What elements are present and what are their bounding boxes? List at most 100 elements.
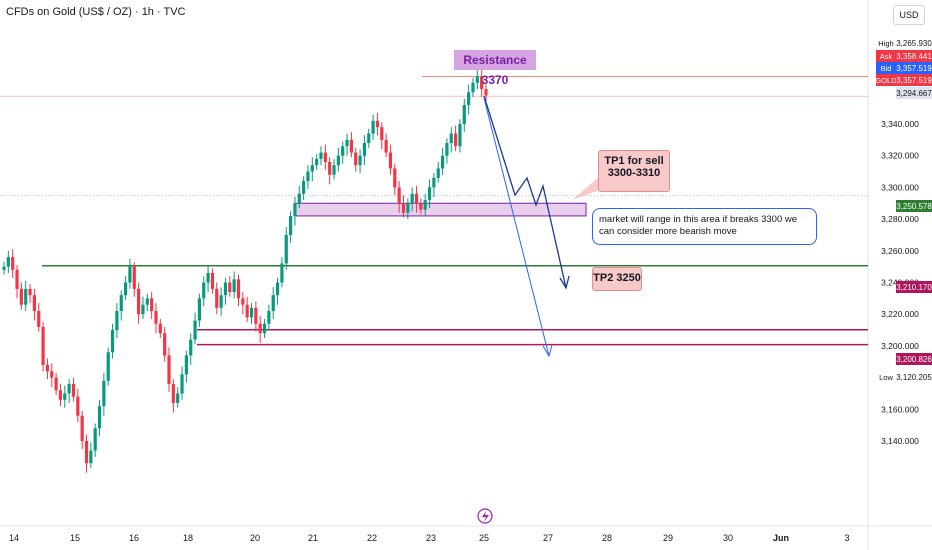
candle-body — [349, 139, 353, 153]
candle-body — [271, 295, 275, 312]
candle-body — [358, 155, 362, 166]
price-tag-label-bg — [876, 371, 896, 383]
candle-body — [128, 266, 132, 283]
candle-body — [380, 127, 384, 140]
x-tick-label: 23 — [426, 533, 436, 543]
candle-body — [310, 165, 314, 172]
candle-body — [410, 193, 414, 204]
price-tag-bg — [896, 37, 932, 49]
candle-body — [354, 152, 358, 166]
tp1-line-2: 3300-3310 — [607, 167, 661, 179]
y-tick-label: 3,220.000 — [881, 309, 919, 319]
candle-body — [6, 257, 10, 267]
candle-body — [475, 76, 479, 83]
candle-body — [371, 120, 375, 134]
resistance-label: Resistance 3370 — [454, 50, 536, 87]
candle-body — [37, 311, 41, 327]
price-tag-bg — [896, 62, 932, 74]
candle-body — [341, 146, 345, 156]
candle-body — [193, 320, 197, 340]
candle-body — [384, 139, 388, 153]
candle-body — [45, 364, 50, 372]
candle-body — [432, 177, 436, 188]
candle-body — [393, 168, 397, 188]
candle-body — [228, 282, 232, 293]
x-tick-label: 3 — [844, 533, 849, 543]
y-tick-label: 3,140.000 — [881, 436, 919, 446]
candle-body — [167, 355, 171, 384]
candle-body — [328, 162, 332, 175]
candle-body — [232, 279, 236, 293]
y-tick-label: 3,320.000 — [881, 151, 919, 161]
price-tag-label: High — [878, 39, 893, 48]
candle-body — [80, 415, 84, 441]
x-tick-label: 22 — [367, 533, 377, 543]
candle-body — [115, 311, 119, 331]
candle-body — [19, 288, 23, 305]
candle-body — [323, 152, 327, 163]
candle-body — [106, 352, 110, 381]
range-note: market will range in this area if breaks… — [592, 208, 817, 245]
price-tag-bg — [896, 87, 932, 99]
price-tag-bg — [896, 353, 932, 365]
candle-body — [141, 304, 145, 315]
x-tick-label: 29 — [663, 533, 673, 543]
candle-body — [102, 380, 106, 407]
price-tag-label-bg — [876, 50, 896, 62]
candle-body — [362, 143, 367, 156]
candle-body — [315, 158, 319, 166]
candle-body — [150, 298, 154, 312]
x-tick-label: 27 — [543, 533, 553, 543]
currency-button[interactable]: USD — [893, 5, 925, 25]
candle-body — [284, 234, 288, 264]
candle-body — [32, 295, 36, 312]
candle-body — [397, 187, 401, 204]
candle-body — [11, 257, 15, 270]
candle-body — [176, 393, 180, 403]
candle-body — [440, 155, 445, 169]
price-tag-value: 3,265.930 — [896, 39, 932, 48]
candle-body — [280, 263, 284, 283]
price-tag-label: GOLD — [875, 76, 897, 85]
candle-body — [123, 282, 128, 296]
x-tick-label: 18 — [183, 533, 193, 543]
candle-body — [423, 200, 427, 210]
candle-body — [137, 288, 141, 315]
candle-body — [54, 377, 58, 391]
candle-body — [375, 120, 380, 128]
candle-body — [249, 307, 254, 318]
candle-body — [449, 133, 453, 144]
price-tag-bg — [896, 281, 932, 293]
price-tag-value: 3,358.441 — [896, 52, 932, 61]
candle-body — [297, 193, 301, 204]
candle-body — [132, 266, 136, 289]
candle-body — [241, 298, 245, 305]
y-tick-label: 3,200.000 — [881, 341, 919, 351]
candle-body — [2, 266, 6, 270]
x-tick-label: 25 — [479, 533, 489, 543]
candle-body — [267, 311, 271, 324]
price-tag-value: 3,294.667 — [896, 89, 932, 98]
tp2-label: TP2 3250 — [592, 267, 642, 291]
candle-body — [306, 171, 310, 182]
y-tick-label: 3,280.000 — [881, 214, 919, 224]
candle-body — [50, 371, 54, 378]
candle-body — [467, 92, 471, 105]
price-tag-label: Bid — [881, 64, 892, 73]
candle-body — [180, 374, 184, 394]
candle-body — [302, 181, 306, 194]
candle-body — [15, 269, 19, 289]
price-tag-value: 3,120.205 — [896, 373, 932, 382]
price-tag-bg — [896, 200, 932, 212]
candle-body — [110, 330, 115, 353]
projection-arrowhead-tp2 — [559, 275, 570, 290]
y-tick-label: 3,160.000 — [881, 404, 919, 414]
candle-body — [76, 396, 80, 416]
projection-path-deep — [483, 97, 550, 357]
candle-body — [458, 124, 462, 147]
price-tag-value: 3,210.170 — [896, 283, 932, 292]
candle-body — [254, 307, 258, 324]
candle-body — [336, 155, 340, 166]
candle-body — [171, 383, 175, 403]
